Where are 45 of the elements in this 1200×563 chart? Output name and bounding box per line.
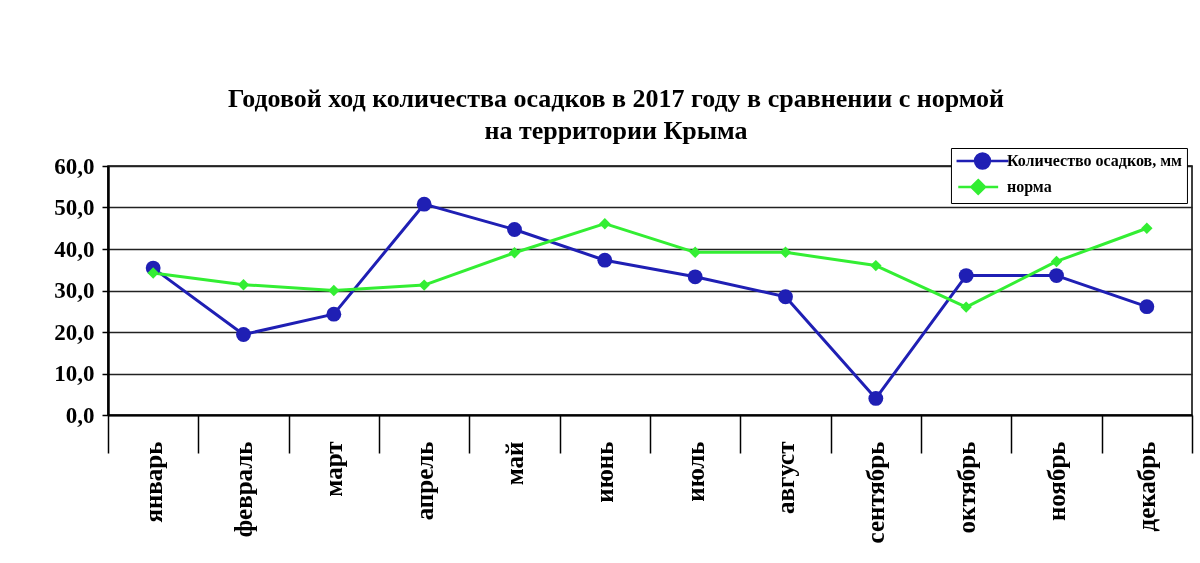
point (597, 252, 613, 268)
point (1141, 222, 1153, 234)
x-tick-label: август (772, 441, 799, 514)
y-tick-label: 30,0 (54, 278, 95, 303)
x-tick-label: февраль (230, 441, 257, 538)
point (960, 301, 972, 313)
y-tick-label: 40,0 (54, 236, 95, 262)
point (779, 246, 792, 259)
point (416, 196, 432, 212)
y-tick-label: 50,0 (54, 195, 95, 220)
point (687, 269, 703, 285)
y-tick-label: 0,0 (65, 402, 95, 428)
x-tick-label: январь (139, 441, 167, 523)
point (1049, 268, 1064, 283)
y-tick-label: 10,0 (54, 361, 95, 386)
point (147, 267, 159, 279)
point (237, 278, 250, 291)
x-tick-label: сентябрь (862, 441, 890, 544)
point (599, 217, 611, 230)
point (868, 391, 884, 406)
point (326, 306, 342, 322)
x-tick-label: октябрь (952, 441, 980, 534)
x-tick-label: декабрь (1133, 441, 1161, 532)
point (508, 247, 521, 259)
x-tick-label: июнь (591, 441, 619, 503)
legend-label: норма (1006, 178, 1052, 196)
point (328, 284, 340, 297)
x-tick-label: май (501, 441, 528, 486)
chart-title: Годовой ход количества осадков в 2017 году в сравнении с нормой на территории Крыма (227, 83, 1005, 145)
point (689, 246, 701, 259)
y-tick-label: 20,0 (54, 319, 95, 345)
legend-label: Количество осадков, мм (1006, 152, 1183, 169)
point (778, 289, 793, 305)
point (1139, 299, 1155, 315)
y-tick-label: 60,0 (54, 153, 95, 179)
x-tick-label: июль (681, 441, 709, 502)
x-tick-label: апрель (410, 441, 438, 521)
x-tick-label: март (320, 441, 348, 497)
x-tick-label: ноябрь (1043, 441, 1070, 522)
point (958, 268, 974, 283)
point (870, 259, 882, 272)
point (418, 279, 430, 291)
point (507, 222, 522, 237)
point (236, 327, 251, 342)
point (1050, 255, 1063, 268)
